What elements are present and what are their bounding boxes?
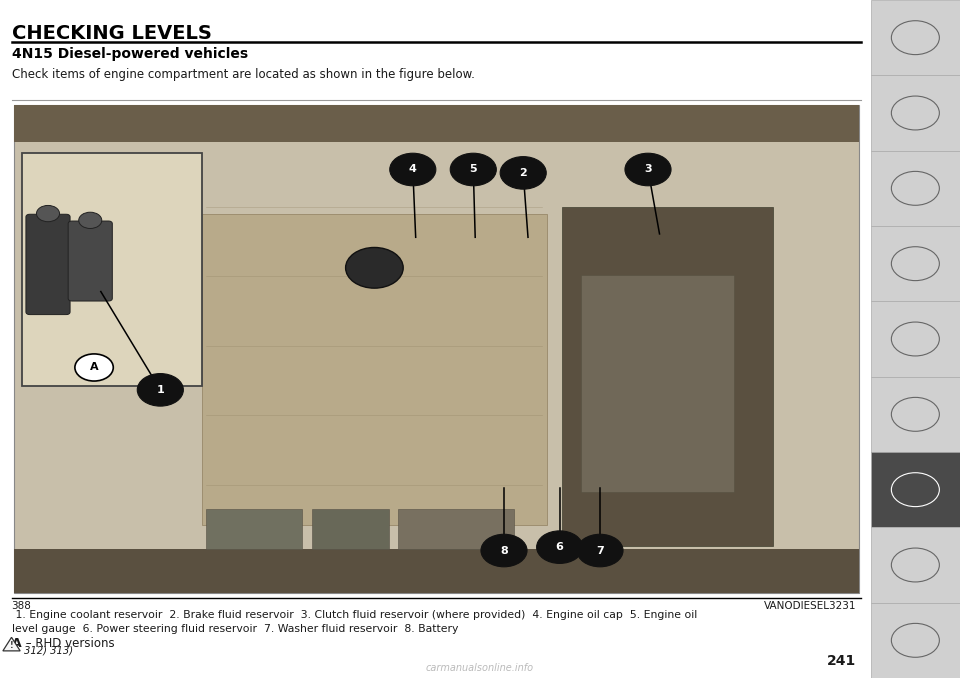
Circle shape [75,354,113,381]
Text: – RHD versions: – RHD versions [22,637,114,650]
Polygon shape [871,452,960,527]
Polygon shape [871,226,960,301]
Circle shape [500,157,546,189]
Text: 4N15 Diesel-powered vehicles: 4N15 Diesel-powered vehicles [12,47,248,62]
Polygon shape [3,637,20,651]
Circle shape [625,153,671,186]
Polygon shape [871,603,960,678]
Text: 1: 1 [156,385,164,395]
Text: 6: 6 [556,542,564,552]
Circle shape [450,153,496,186]
Text: CHECKING LEVELS: CHECKING LEVELS [12,24,211,43]
Text: 5: 5 [469,165,477,174]
Polygon shape [871,0,960,75]
Circle shape [481,534,527,567]
Text: 3: 3 [644,165,652,174]
Text: level gauge  6. Power steering fluid reservoir  7. Washer fluid reservoir  8. Ba: level gauge 6. Power steering fluid rese… [12,624,458,634]
Bar [202,214,547,525]
Bar [14,549,859,593]
Text: 241: 241 [828,654,856,668]
Circle shape [390,153,436,186]
Polygon shape [871,527,960,603]
Polygon shape [871,151,960,226]
Text: A: A [12,637,21,650]
Text: Check items of engine compartment are located as shown in the figure below.: Check items of engine compartment are lo… [12,68,474,81]
Text: 388: 388 [12,601,32,612]
Text: !: ! [10,641,13,650]
Bar [312,508,389,549]
FancyBboxPatch shape [68,221,112,301]
Text: 4: 4 [409,165,417,174]
Circle shape [537,531,583,563]
Text: A: A [90,363,98,372]
Text: VANODIESEL3231: VANODIESEL3231 [764,601,856,612]
Text: 1. Engine coolant reservoir  2. Brake fluid reservoir  3. Clutch fluid reservoir: 1. Engine coolant reservoir 2. Brake flu… [12,610,697,620]
Bar [14,105,859,593]
Bar [581,275,734,492]
Circle shape [36,205,60,222]
Bar [22,153,202,386]
Bar [562,207,773,546]
Text: 7: 7 [596,546,604,555]
Bar [14,105,859,142]
Text: carmanualsonline.info: carmanualsonline.info [426,662,534,673]
Text: 312) 313): 312) 313) [24,645,73,656]
Circle shape [79,212,102,228]
Text: 2: 2 [519,168,527,178]
FancyBboxPatch shape [26,214,70,315]
Polygon shape [871,75,960,151]
Circle shape [346,247,403,288]
Bar [398,508,514,549]
Circle shape [137,374,183,406]
Bar [206,508,302,549]
Circle shape [577,534,623,567]
Polygon shape [871,377,960,452]
Polygon shape [871,301,960,377]
Text: 8: 8 [500,546,508,555]
